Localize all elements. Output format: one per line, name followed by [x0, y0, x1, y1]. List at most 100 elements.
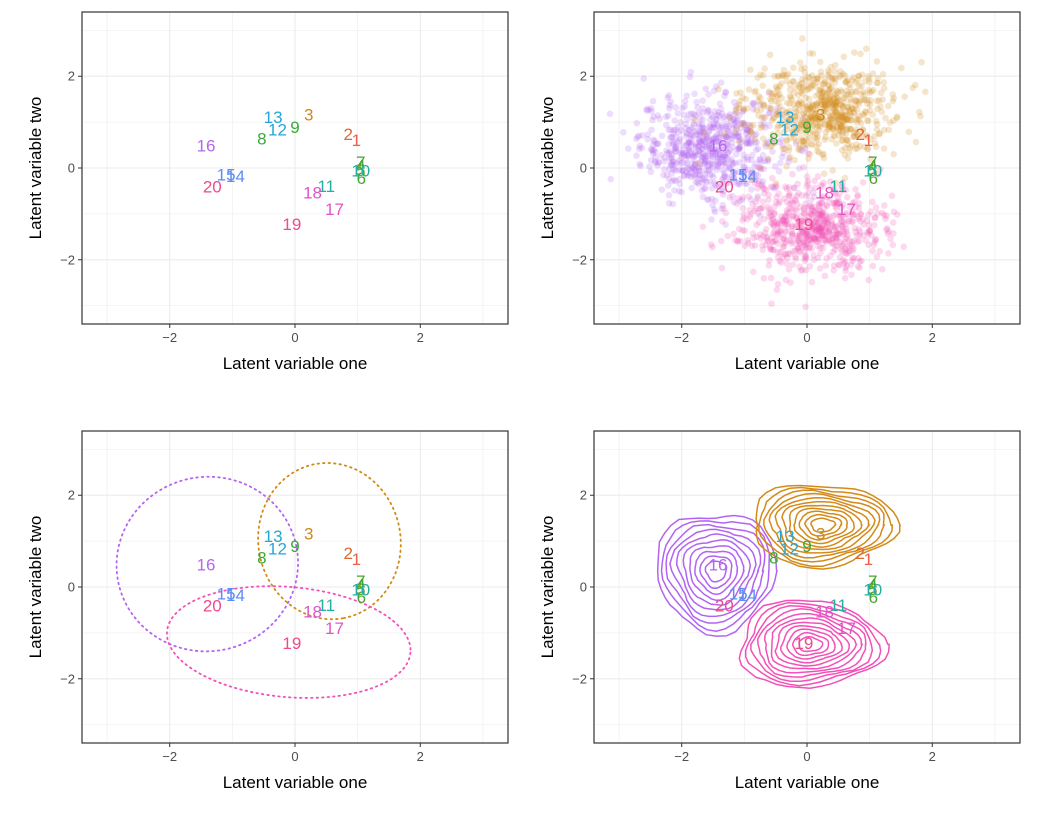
cloud-point [745, 86, 753, 93]
cloud-point [730, 170, 737, 177]
cloud-point [795, 244, 802, 252]
cloud-point [905, 128, 913, 136]
cloud-point [734, 180, 742, 188]
cloud-point [826, 69, 833, 77]
cloud-point [810, 207, 818, 215]
cloud-point [680, 111, 688, 119]
cloud-point [702, 152, 709, 160]
cloud-point [802, 241, 810, 249]
cloud-point [768, 212, 775, 220]
cloud-point [821, 136, 829, 144]
cloud-point [790, 77, 797, 85]
cloud-point [850, 211, 857, 219]
cloud-point [773, 108, 780, 115]
cloud-point [797, 84, 804, 92]
cloud-point [857, 90, 865, 98]
cloud-point [807, 105, 814, 112]
cloud-point [763, 233, 771, 241]
cloud-point [735, 168, 743, 176]
cloud-point [764, 140, 772, 147]
point-label: 14 [738, 167, 757, 186]
cloud-point [684, 172, 692, 180]
cloud-point [667, 161, 674, 169]
cloud-point [690, 122, 698, 129]
cloud-point [803, 109, 810, 117]
cloud-point [835, 132, 843, 140]
cloud-point [885, 228, 892, 236]
cloud-point [783, 217, 790, 225]
cloud-point [792, 137, 800, 145]
cloud-point [746, 139, 753, 147]
density-contour [768, 492, 881, 559]
cloud-point [756, 164, 764, 171]
cloud-point [753, 138, 761, 146]
cloud-point [848, 242, 856, 250]
cloud-point [893, 113, 901, 120]
cloud-point [714, 131, 721, 138]
cloud-point [778, 153, 786, 161]
cloud-point [690, 164, 698, 172]
cloud-point [893, 114, 901, 122]
cloud-point [685, 171, 693, 178]
cloud-point [812, 207, 819, 214]
cloud-point [714, 111, 721, 119]
cloud-point [755, 92, 763, 100]
cloud-point [790, 184, 798, 192]
cloud-point [788, 230, 796, 237]
cloud-point [741, 121, 748, 128]
point-label: 13 [264, 108, 283, 127]
cloud-point [845, 106, 853, 113]
cloud-point [785, 155, 793, 162]
cloud-point [829, 111, 837, 119]
cloud-point [815, 219, 822, 226]
cloud-point [796, 97, 804, 105]
cloud-point [770, 218, 778, 226]
cloud-point [799, 147, 806, 155]
cloud-point [788, 240, 796, 247]
cloud-point [799, 266, 806, 274]
cloud-point [909, 84, 916, 92]
cloud-point [847, 91, 855, 98]
cloud-point [840, 228, 847, 235]
cloud-point [800, 228, 808, 236]
cloud-point [838, 123, 845, 130]
cloud-point [803, 103, 811, 111]
cloud-point [687, 141, 695, 149]
cloud-point [703, 132, 710, 139]
cloud-point [822, 211, 830, 219]
cloud-point [735, 101, 743, 108]
cloud-point [770, 90, 778, 97]
cloud-point [713, 120, 720, 128]
cloud-point [690, 120, 697, 127]
cloud-point [760, 165, 768, 173]
cloud-point [865, 75, 873, 83]
cloud-point [765, 206, 773, 213]
cloud-point [800, 110, 807, 118]
cloud-point [859, 71, 866, 79]
cloud-point [669, 166, 677, 174]
cloud-point [722, 159, 730, 167]
cloud-point [699, 223, 707, 231]
cloud-point [740, 163, 748, 170]
cloud-point [775, 122, 782, 129]
cloud-point [826, 89, 834, 97]
cloud-point [890, 208, 898, 216]
cloud-point [788, 231, 796, 238]
cloud-point [761, 157, 769, 165]
cloud-point [870, 221, 878, 229]
cloud-point [829, 234, 837, 242]
cloud-point [747, 210, 754, 218]
cloud-point [827, 85, 834, 93]
cloud-point [817, 94, 825, 101]
cloud-point [672, 177, 679, 185]
cloud-point [723, 133, 730, 141]
cloud-point [848, 88, 856, 96]
cloud-point [811, 235, 818, 242]
cloud-point [691, 160, 699, 168]
cloud-point [763, 234, 771, 242]
cloud-point [701, 185, 708, 193]
cloud-point [744, 239, 752, 247]
cloud-point [666, 155, 673, 163]
cloud-point [831, 231, 838, 238]
cloud-point [737, 89, 744, 96]
